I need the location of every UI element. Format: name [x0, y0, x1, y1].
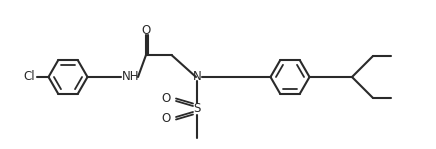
Text: O: O [141, 24, 150, 37]
Text: NH: NH [122, 70, 139, 83]
Text: N: N [193, 70, 201, 83]
Text: O: O [162, 112, 171, 125]
Text: S: S [193, 103, 201, 115]
Text: O: O [162, 93, 171, 105]
Text: Cl: Cl [23, 70, 34, 83]
